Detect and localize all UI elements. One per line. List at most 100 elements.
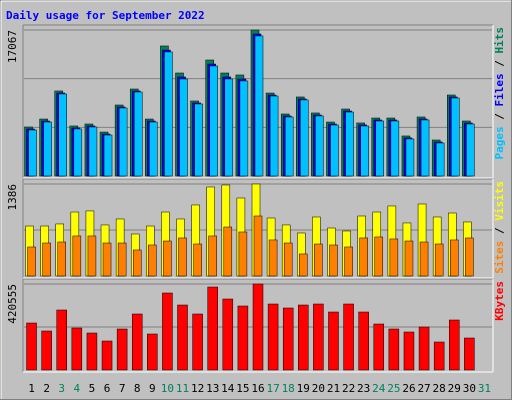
bar: [451, 97, 460, 177]
bar: [103, 134, 113, 177]
bar: [389, 238, 399, 277]
bar: [194, 103, 203, 177]
x-tick-label: 23: [357, 382, 370, 395]
x-tick-label: 1: [28, 382, 35, 395]
bar: [118, 107, 128, 177]
x-tick-label: 17: [266, 382, 279, 395]
bar: [28, 129, 37, 177]
x-tick-label: 7: [119, 382, 126, 395]
bar: [207, 286, 218, 371]
x-tick-label: 21: [327, 382, 340, 395]
x-tick-label: 9: [149, 382, 156, 395]
y-tick-label: 1386: [6, 184, 19, 211]
bar: [162, 292, 173, 371]
bar: [433, 341, 445, 371]
bar: [404, 240, 414, 277]
x-tick-label: 14: [221, 382, 235, 395]
x-tick-label: 5: [89, 382, 96, 395]
bar: [179, 78, 188, 177]
bar: [87, 235, 97, 277]
bar: [435, 142, 445, 177]
bar: [208, 235, 217, 277]
legend: KBytes: [493, 281, 506, 321]
bar: [164, 51, 173, 177]
x-tick-label: 16: [251, 382, 264, 395]
bar: [163, 240, 172, 277]
bar: [418, 326, 430, 371]
bar: [388, 328, 400, 371]
bar: [359, 237, 368, 277]
bar: [330, 124, 339, 177]
legend: Pages / Files / Hits: [493, 27, 506, 160]
legend-entry: KBytes: [493, 281, 506, 321]
bar: [313, 303, 324, 371]
bar: [192, 313, 203, 371]
bar: [238, 231, 248, 277]
bar: [57, 241, 66, 277]
legend-entry: Sites: [493, 241, 506, 274]
x-tick-label: 12: [191, 382, 204, 395]
x-tick-label: 26: [402, 382, 415, 395]
legend-separator: /: [493, 54, 506, 74]
x-tick-label: 20: [312, 382, 325, 395]
bar: [282, 307, 294, 371]
bar: [450, 239, 459, 277]
legend-separator: /: [493, 221, 506, 241]
bar: [328, 311, 339, 371]
x-tick-label: 18: [282, 382, 295, 395]
bar: [116, 328, 128, 371]
bar: [237, 305, 249, 371]
bar: [132, 249, 142, 277]
bar: [434, 243, 444, 277]
y-tick-label: 17067: [6, 30, 19, 63]
bar: [117, 242, 127, 277]
legend-entry: Files: [493, 73, 506, 106]
x-tick-label: 2: [43, 382, 50, 395]
bar: [209, 65, 218, 177]
bar: [42, 242, 51, 277]
legend: Sites / Visits: [493, 181, 506, 274]
x-tick-label: 24: [372, 382, 386, 395]
bar: [329, 244, 338, 277]
bar: [239, 80, 249, 177]
bar: [224, 78, 234, 177]
bar: [405, 138, 415, 177]
bar: [343, 303, 354, 371]
bar: [374, 236, 384, 277]
bar: [222, 298, 234, 371]
x-tick-label: 15: [236, 382, 249, 395]
bar: [26, 322, 37, 371]
bar: [283, 242, 293, 277]
bar: [58, 93, 67, 177]
bar: [314, 243, 323, 277]
x-tick-label: 10: [161, 382, 174, 395]
bar: [102, 242, 112, 277]
bar: [178, 237, 187, 277]
bar: [390, 120, 400, 177]
bar: [72, 235, 82, 277]
bar: [223, 226, 233, 277]
bar: [88, 126, 98, 177]
x-tick-label: 28: [433, 382, 446, 395]
x-tick-label: 30: [463, 382, 476, 395]
bar: [253, 215, 263, 277]
x-tick-label: 25: [387, 382, 400, 395]
legend-separator: /: [493, 107, 506, 127]
bar: [177, 304, 188, 371]
bar: [133, 91, 143, 177]
bar: [464, 337, 475, 371]
x-tick-label: 11: [176, 382, 189, 395]
x-tick-label: 29: [448, 382, 461, 395]
bar: [43, 121, 52, 177]
bar: [252, 283, 264, 371]
bar: [73, 128, 83, 177]
bar: [269, 95, 279, 177]
bar: [420, 119, 430, 177]
bar: [284, 116, 294, 177]
bar: [358, 311, 369, 371]
bar: [315, 115, 324, 177]
x-tick-label: 19: [297, 382, 310, 395]
bar: [41, 330, 52, 371]
bar: [149, 121, 158, 177]
